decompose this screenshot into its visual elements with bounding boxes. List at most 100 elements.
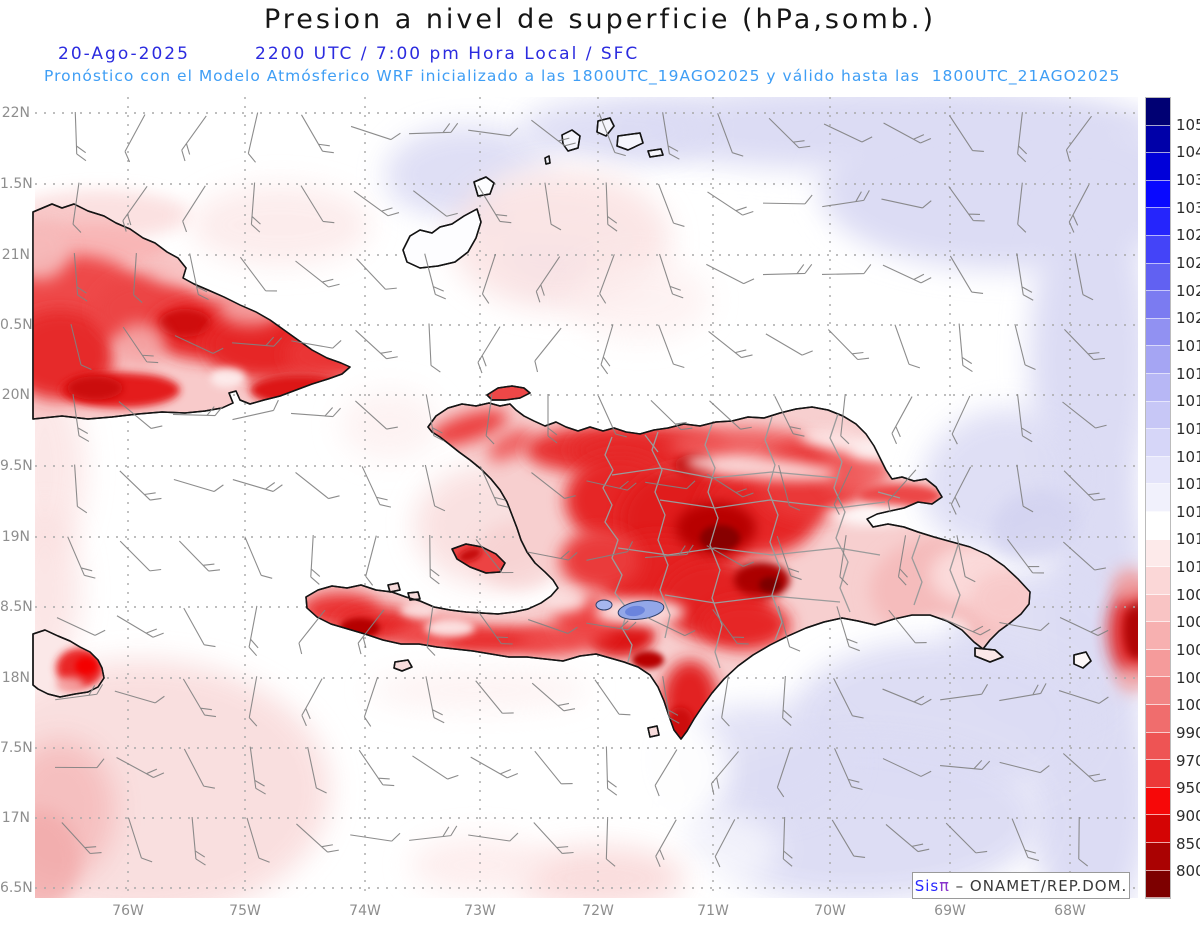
lake-saumatre (595, 599, 613, 611)
wind-barb (1068, 184, 1090, 233)
colorbar-segment (1146, 567, 1170, 595)
wind-barb (122, 326, 159, 364)
pressure-shading-blob (515, 846, 685, 898)
wind-barb (1016, 253, 1034, 301)
land-saona-coastline (974, 647, 1004, 663)
wind-barb (646, 616, 696, 637)
colorbar-label: 990 (1176, 724, 1200, 743)
wind-barb (712, 609, 749, 645)
wind-barb (72, 394, 90, 442)
pressure-shading-blob (710, 275, 890, 365)
wind-barb (296, 823, 339, 853)
wind-barb (244, 536, 273, 579)
wind-barb (310, 535, 321, 585)
wind-barb (409, 825, 458, 841)
wind-barb (1064, 329, 1105, 361)
wind-barb (232, 479, 283, 492)
wind-barb (776, 747, 792, 798)
wind-barb (948, 186, 985, 222)
wind-barb (425, 676, 445, 724)
pressure-shading-blob (991, 488, 1079, 562)
pressure-shading-blob (67, 376, 123, 400)
wind-barb (598, 113, 626, 157)
colorbar-segment (1146, 870, 1170, 899)
colorbar-segment (1146, 732, 1170, 761)
wind-barb (658, 324, 685, 369)
land-hispaniola-coastline (305, 402, 1031, 740)
wind-barb (948, 115, 984, 152)
wind-barb (531, 119, 576, 147)
wind-barb (133, 253, 143, 303)
wind-barb (533, 822, 574, 854)
wind-barb (118, 401, 163, 429)
wind-barb (476, 609, 513, 645)
colorbar-label: 800 (1176, 862, 1200, 881)
lakes (595, 599, 665, 620)
pressure-shading-blob (1116, 666, 1138, 694)
wind-barb (363, 676, 379, 727)
wind-barb (544, 182, 562, 231)
attribution-box: Sis π – ONAMET/REP.DOM. (912, 872, 1130, 899)
colorbar-segment (1146, 622, 1170, 650)
lon-tick-label: 73W (464, 903, 496, 919)
colorbar-segment (1146, 594, 1170, 623)
wind-barb (470, 756, 519, 779)
pressure-shading-blob (56, 677, 84, 693)
pressure-shading-blob (400, 602, 436, 618)
lat-tick-label: 19N (1, 529, 30, 545)
colorbar-segment (1146, 318, 1170, 347)
wind-barb (605, 746, 618, 796)
colorbar (1145, 97, 1171, 899)
colorbar-label: 900 (1176, 807, 1200, 826)
valid-time-label: 2200 UTC / 7:00 pm Hora Local / SFC (255, 44, 640, 64)
wind-barb (116, 615, 164, 638)
lat-tick-label: 7.5N (0, 740, 33, 756)
wind-barb (721, 676, 730, 727)
wind-barb (833, 677, 864, 719)
lon-tick-label: 71W (697, 903, 729, 919)
wind-barb (840, 394, 850, 445)
lat-tick-label: 6.5N (0, 880, 33, 896)
colorbar-segment (1146, 429, 1170, 457)
colorbar-segment (1146, 649, 1170, 678)
date-label: 20-Ago-2025 (58, 44, 190, 64)
wind-barb (295, 260, 340, 288)
wind-barb (408, 122, 459, 135)
wind-barb (586, 541, 634, 561)
wind-barb (768, 117, 811, 149)
wind-barb (358, 749, 395, 787)
wind-barb (1006, 538, 1045, 574)
colorbar-label: 1017 (1176, 392, 1200, 411)
wind-barb (958, 323, 973, 373)
colorbar-segment (1146, 291, 1170, 319)
colorbar-label: 1002 (1176, 668, 1200, 687)
pressure-shading-blob (1112, 567, 1138, 603)
pressure-shading-blob (820, 110, 1138, 270)
pressure-shading-blob (450, 690, 730, 850)
wind-barb (706, 545, 754, 567)
wind-barb (836, 606, 860, 652)
wind-barb (291, 407, 342, 418)
wind-barb (882, 758, 932, 777)
pressure-shading-blob (700, 525, 740, 551)
land-cuba-coastline (32, 203, 351, 420)
colorbar-label: 1035 (1176, 170, 1200, 189)
colorbar-label: 1050 (1176, 115, 1200, 134)
wind-barb (477, 185, 512, 224)
colorbar-label: 1030 (1176, 198, 1200, 217)
land-islet-1-coastline (387, 582, 401, 593)
wind-barb (248, 676, 258, 727)
province-border (877, 491, 901, 499)
lon-tick-label: 68W (1054, 903, 1086, 919)
attribution-source: – ONAMET/REP.DOM. (949, 876, 1128, 895)
lat-tick-label: 0.5N (0, 317, 33, 333)
pressure-shading-blob (700, 600, 790, 650)
wind-barb (594, 679, 631, 716)
wind-barb (883, 122, 932, 144)
wind-barb (424, 253, 446, 300)
pressure-shading-blob (632, 651, 664, 669)
wind-barbs (54, 111, 1109, 868)
land-little-inagua-coastline (473, 176, 495, 197)
wind-barb (547, 393, 558, 444)
